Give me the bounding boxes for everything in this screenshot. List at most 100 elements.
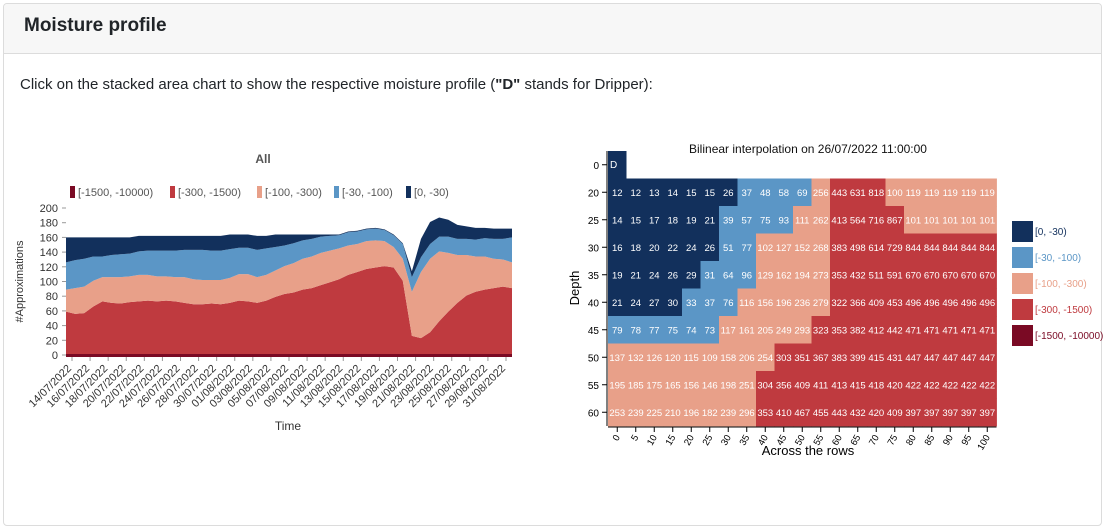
heatmap-cell: [719, 371, 738, 399]
heatmap-value: 471: [961, 325, 977, 336]
heatmap-value: 119: [924, 188, 939, 199]
heatmap-value: 397: [961, 408, 977, 419]
heatmap-value: 471: [942, 325, 958, 336]
y-tick-label: 35: [588, 271, 600, 282]
heatmap-value: 262: [813, 215, 829, 226]
heatmap-value: 26: [704, 243, 715, 254]
heatmap-cell: [830, 288, 849, 317]
heatmap-value: 21: [704, 215, 715, 226]
heatmap-cell: [700, 178, 720, 207]
heatmap-cell: [626, 371, 646, 399]
heatmap-cell: [774, 398, 794, 427]
heatmap-cell: [941, 233, 960, 262]
heatmap-value: 353: [831, 325, 847, 336]
heatmap-cell: [737, 206, 757, 234]
heatmap-value: 498: [850, 243, 866, 254]
x-tick-label: 75: [886, 433, 901, 448]
heatmap-cell: [811, 233, 831, 262]
heatmap-cell: [941, 288, 960, 317]
heatmap-value: 420: [868, 408, 884, 419]
y-tick-label: 100: [40, 277, 58, 289]
heatmap-cell: [700, 261, 720, 289]
x-tick-label: 30: [719, 433, 734, 448]
heatmap-value: 100: [887, 188, 903, 199]
area-series: [66, 217, 512, 278]
heatmap-cell: [867, 288, 886, 317]
heatmap-value: 14: [667, 188, 678, 199]
heatmap-cell: [645, 343, 664, 372]
heatmap-cell: [922, 288, 942, 317]
heatmap-value: 75: [760, 215, 771, 226]
legend-label: [0, -30): [414, 187, 449, 199]
heatmap-value: 383: [831, 243, 847, 254]
heatmap-cell: [608, 343, 627, 372]
heatmap-cell: [885, 343, 905, 372]
heatmap-value: 249: [776, 325, 792, 336]
x-axis-label: Time: [275, 419, 302, 433]
stacked-area-chart[interactable]: All [-1500, -10000) [-300, -1500) [-100, -3…: [0, 140, 530, 440]
heatmap-cell: [811, 288, 831, 317]
heatmap-cell: [885, 233, 905, 262]
instructions-highlight: "D": [495, 76, 521, 93]
heatmap-value: 323: [813, 325, 829, 336]
heatmap-value: 397: [942, 408, 958, 419]
heatmap-cell: [774, 233, 794, 262]
heatmap-cell: [885, 398, 905, 427]
y-tick-label: 180: [40, 218, 58, 230]
heatmap-value: 443: [831, 188, 847, 199]
heatmap-value: 115: [684, 353, 699, 364]
heatmap-value: 420: [887, 380, 903, 391]
heatmap-cell: [719, 316, 738, 344]
heatmap-cell: [719, 178, 738, 207]
heatmap-value: 254: [757, 353, 773, 364]
instructions-suffix: stands for Dripper):: [520, 76, 653, 93]
heatmap-value: 670: [924, 270, 940, 281]
x-tick-label: 35: [738, 433, 753, 448]
heatmap-cell: [959, 206, 979, 234]
heatmap-value: 564: [850, 215, 866, 226]
heatmap-cell: [608, 398, 627, 427]
heatmap-cell: [645, 288, 664, 317]
legend-swatch: [170, 186, 175, 198]
heatmap-cell: [626, 206, 646, 234]
heatmap-value: 356: [776, 380, 792, 391]
x-tick-label: 15: [664, 433, 679, 448]
heatmap-value: 367: [813, 353, 829, 364]
heatmap-cell: [867, 398, 886, 427]
x-tick-label: 90: [941, 433, 956, 448]
heatmap-cell: [978, 316, 997, 344]
heatmap-value: 198: [720, 380, 736, 391]
heatmap-cell: [941, 371, 960, 399]
heatmap-value: 293: [794, 325, 810, 336]
heatmap-cell: [608, 206, 627, 234]
heatmap-cell: [959, 178, 979, 207]
heatmap-cell: [719, 206, 738, 234]
heatmap-value: 844: [979, 243, 995, 254]
heatmap-cell: [700, 343, 720, 372]
heatmap-value: 383: [831, 353, 847, 364]
heatmap-value: 101: [924, 215, 940, 226]
heatmap-cell: [922, 206, 942, 234]
heatmap-value: 471: [924, 325, 940, 336]
heatmap-value: 109: [702, 353, 718, 364]
heatmap-cell: [774, 316, 794, 344]
heatmap-cell: [885, 206, 905, 234]
heatmap-cell: [700, 398, 720, 427]
heatmap-cell: [867, 233, 886, 262]
heatmap-value: 69: [797, 188, 808, 199]
heatmap-legend-swatch: [1012, 325, 1033, 346]
x-tick-label: 45: [775, 433, 790, 448]
heatmap-value: 411: [813, 380, 828, 391]
heatmap-value: 447: [924, 353, 940, 364]
heatmap-cell: [904, 316, 923, 344]
heatmap-cell: [682, 316, 701, 344]
heatmap-value: 412: [868, 325, 884, 336]
heatmap-legend-swatch: [1012, 247, 1033, 268]
heatmap-legend-swatch: [1012, 273, 1033, 294]
heatmap-cell: [811, 261, 831, 289]
x-tick-label: 0: [611, 433, 623, 443]
heatmap-cell: [719, 233, 738, 262]
heatmap-value: 18: [667, 215, 678, 226]
heatmap-cell: [904, 233, 923, 262]
heatmap-value: 447: [905, 353, 921, 364]
